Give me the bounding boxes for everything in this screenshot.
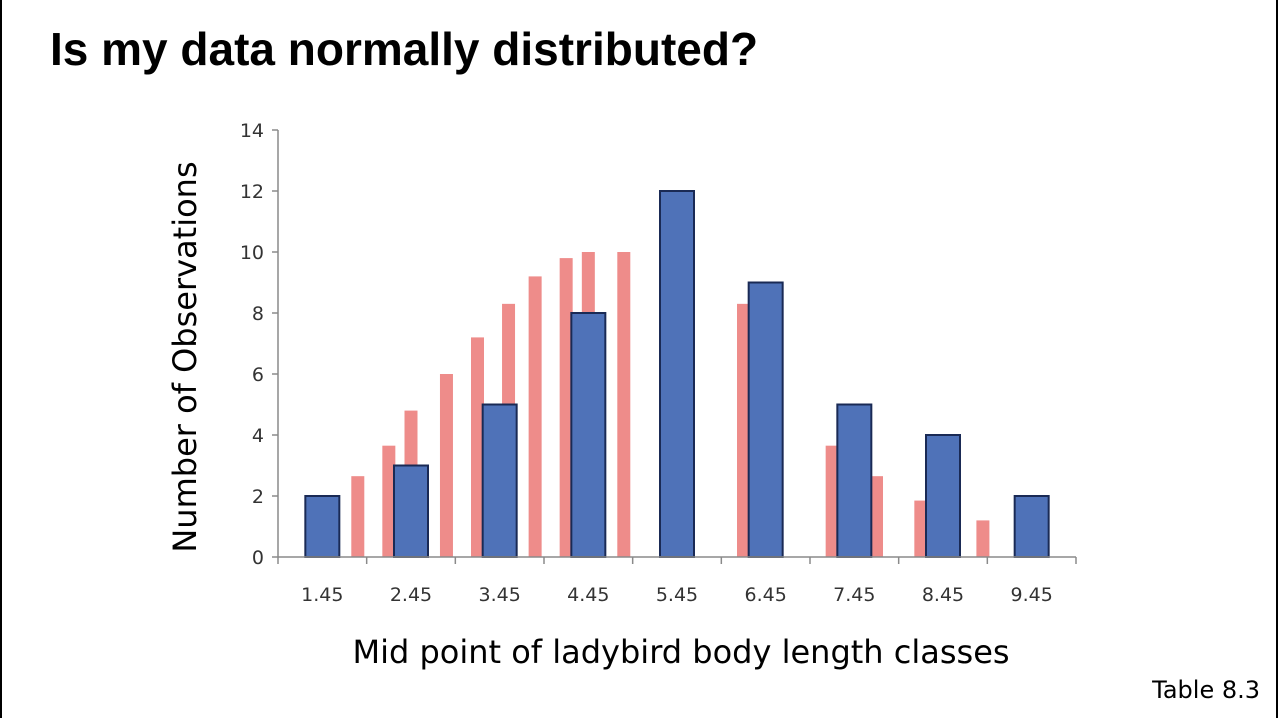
expected-bar bbox=[351, 476, 365, 557]
observed-bar bbox=[1013, 495, 1050, 558]
observed-bar bbox=[925, 434, 961, 558]
y-tick-label: 10 bbox=[240, 242, 264, 264]
y-tick-label: 14 bbox=[240, 120, 264, 142]
expected-bar bbox=[439, 374, 453, 557]
x-tick-label: 2.45 bbox=[390, 584, 432, 606]
y-tick-label: 6 bbox=[252, 364, 264, 386]
expected-bar bbox=[559, 258, 573, 557]
slide-title: Is my data normally distributed? bbox=[50, 23, 759, 75]
x-tick-label: 3.45 bbox=[479, 584, 521, 606]
observed-bar bbox=[747, 281, 784, 558]
expected-bar bbox=[471, 337, 484, 557]
observed-bar bbox=[393, 464, 429, 558]
y-tick-label: 2 bbox=[252, 486, 264, 508]
y-tick-label: 4 bbox=[252, 425, 264, 447]
expected-bar bbox=[976, 520, 990, 557]
expected-bar bbox=[870, 476, 883, 557]
observed-bar bbox=[481, 403, 518, 558]
observed-bars bbox=[304, 190, 1050, 558]
x-tick-label: 6.45 bbox=[745, 584, 787, 606]
x-tick-label: 5.45 bbox=[656, 584, 698, 606]
y-tick-label: 12 bbox=[240, 181, 264, 203]
x-tick-label: 8.45 bbox=[922, 584, 964, 606]
x-tick-label: 1.45 bbox=[301, 584, 343, 606]
y-axis-ticks: 0 2 4 6 8 10 12 14 bbox=[240, 120, 278, 569]
expected-bar bbox=[825, 445, 839, 557]
x-tick-label: 7.45 bbox=[833, 584, 875, 606]
expected-bar bbox=[382, 445, 396, 557]
x-axis-title: Mid point of ladybird body length classe… bbox=[352, 633, 1009, 671]
x-tick-label: 9.45 bbox=[1011, 584, 1053, 606]
x-tick-label: 4.45 bbox=[567, 584, 609, 606]
x-axis-ticks: 1.45 2.45 3.45 4.45 5.45 6.45 7.45 8.45 9.45 bbox=[277, 557, 1077, 606]
table-reference: Table 8.3 bbox=[1152, 676, 1260, 704]
expected-bar bbox=[914, 500, 928, 557]
observed-bar bbox=[836, 403, 873, 558]
observed-bar bbox=[659, 190, 695, 558]
expected-bar bbox=[737, 303, 750, 557]
observed-bar bbox=[570, 312, 607, 558]
y-axis-title: Number of Observations bbox=[166, 161, 204, 552]
expected-bar bbox=[528, 276, 542, 557]
expected-bar bbox=[617, 252, 631, 557]
y-tick-label: 0 bbox=[252, 547, 264, 569]
y-tick-label: 8 bbox=[252, 303, 264, 325]
chart-axes bbox=[277, 130, 1076, 558]
observed-bar bbox=[304, 495, 341, 558]
